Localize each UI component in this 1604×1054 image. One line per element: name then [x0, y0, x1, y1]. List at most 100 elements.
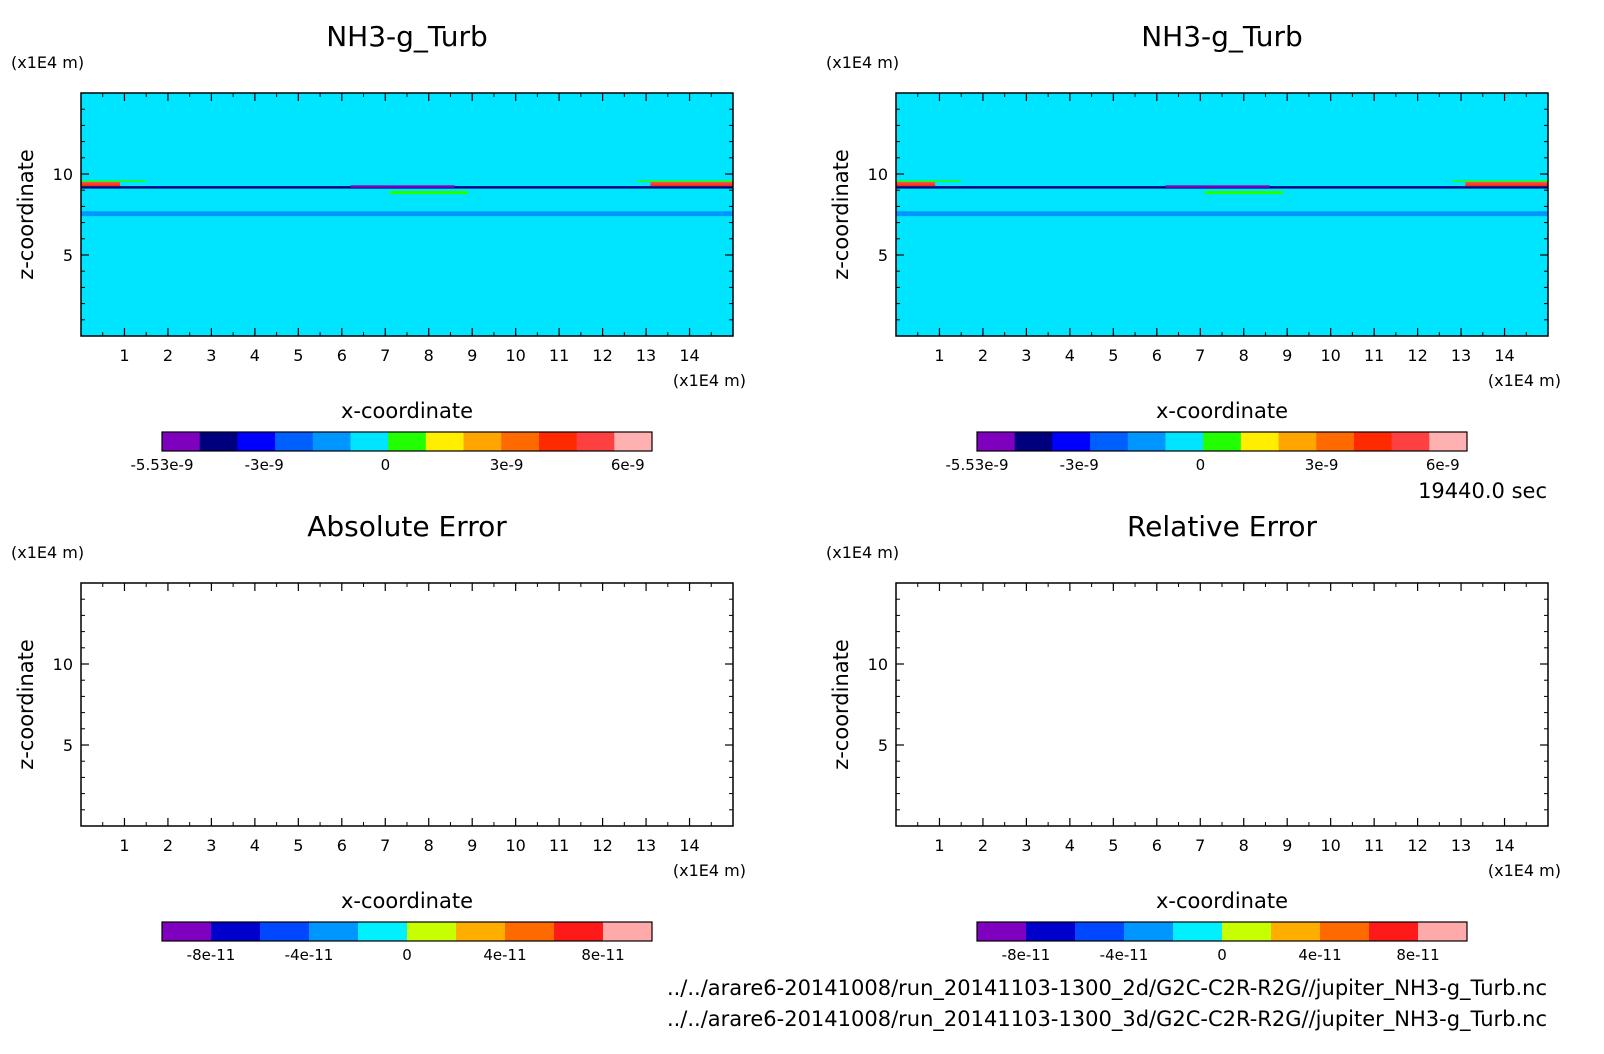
colorbar-tick-label: -5.53e-9 [946, 456, 1009, 474]
colorbar-frame [976, 921, 1468, 942]
colorbar-swatch [1165, 432, 1204, 451]
colorbar-frame [976, 431, 1468, 452]
x-tick-label: 14 [679, 346, 699, 365]
colorbar-tick-label: -8e-11 [187, 946, 236, 964]
contour-region [896, 184, 936, 187]
file-path-2: ../../arare6-20141008/run_20141103-1300_… [667, 1007, 1547, 1032]
contour-region [146, 294, 603, 300]
colorbar-swatch [501, 432, 540, 451]
colorbar-swatch [312, 432, 351, 451]
x-tick-label: 13 [1451, 346, 1471, 365]
x-unit-label: (x1E4 m) [1488, 371, 1561, 390]
colorbar-swatch [211, 922, 261, 941]
contour-region [324, 280, 507, 286]
x-tick-label: 7 [380, 836, 390, 855]
contour-region [896, 329, 1548, 334]
x-tick-label: 6 [1152, 836, 1162, 855]
x-tick-label: 13 [1451, 836, 1471, 855]
x-tick-label: 11 [1364, 346, 1384, 365]
y-tick-label: 10 [868, 655, 888, 674]
chart-title: Absolute Error [307, 510, 507, 543]
colorbar-swatch [358, 922, 408, 941]
colorbar-swatch [1127, 432, 1166, 451]
x-tick-label: 3 [1021, 836, 1031, 855]
x-tick-label: 11 [549, 836, 569, 855]
file-path-1: ../../arare6-20141008/run_20141103-1300_… [667, 976, 1547, 1001]
colorbar-swatch [1026, 922, 1076, 941]
colorbar-swatch [1240, 432, 1280, 451]
contour-region [1165, 185, 1270, 188]
y-axis-label: z-coordinate [829, 149, 853, 280]
y-unit-label: (x1E4 m) [826, 543, 899, 562]
colorbar-tick-label: 4e-11 [1298, 946, 1341, 964]
contour-region [896, 308, 1548, 313]
colorbar-swatch [162, 432, 201, 451]
contour-region [1356, 237, 1375, 241]
colorbar-swatch [554, 922, 604, 941]
colorbar-swatch [388, 432, 427, 451]
colorbar-tick-label: -4e-11 [285, 946, 334, 964]
x-tick-label: 14 [679, 836, 699, 855]
x-tick-label: 12 [1407, 346, 1427, 365]
x-tick-label: 1 [934, 346, 944, 365]
x-tick-label: 5 [1108, 346, 1118, 365]
x-tick-label: 4 [250, 836, 260, 855]
y-unit-label: (x1E4 m) [11, 53, 84, 72]
x-tick-label: 10 [505, 836, 525, 855]
x-tick-label: 6 [337, 346, 347, 365]
contour-region [896, 211, 1548, 217]
colorbar-tick-label: 0 [1217, 946, 1227, 964]
x-tick-label: 5 [293, 346, 303, 365]
x-tick-label: 3 [206, 836, 216, 855]
x-tick-label: 8 [424, 836, 434, 855]
colorbar-tick-label: -5.53e-9 [131, 456, 194, 474]
colorbar-tick-label: 3e-9 [490, 456, 524, 474]
colorbar-swatch [1222, 922, 1272, 941]
contour-region [350, 185, 455, 188]
y-tick-label: 5 [878, 736, 888, 755]
colorbar-swatch [977, 432, 1016, 451]
x-tick-label: 10 [1320, 346, 1340, 365]
contour-region [896, 180, 962, 183]
x-tick-label: 5 [293, 836, 303, 855]
colorbar-swatch [350, 432, 389, 451]
contour-region [81, 318, 733, 324]
contour-region [1465, 184, 1548, 187]
contour-region [81, 181, 733, 187]
contour-region [1395, 237, 1414, 241]
contour-region [81, 184, 121, 187]
colorbar-swatch [463, 432, 502, 451]
y-axis-label: z-coordinate [14, 639, 38, 770]
x-tick-label: 1 [119, 836, 129, 855]
contour-region [541, 237, 560, 241]
colorbar-swatch [603, 922, 653, 941]
contour-region [961, 294, 1418, 300]
colorbar-swatch [1203, 432, 1242, 451]
colorbar-tick-label: 6e-9 [1426, 456, 1460, 474]
x-tick-label: 12 [592, 836, 612, 855]
contour-region [1191, 221, 1244, 226]
contour-region [896, 182, 936, 185]
x-tick-label: 4 [1065, 836, 1075, 855]
y-tick-label: 5 [63, 736, 73, 755]
x-tick-label: 11 [1364, 836, 1384, 855]
x-tick-label: 9 [1282, 836, 1292, 855]
colorbar-tick-label: 6e-9 [611, 456, 645, 474]
contour-region [896, 318, 1548, 324]
x-unit-label: (x1E4 m) [673, 861, 746, 880]
contour-region [81, 180, 147, 183]
y-axis-label: z-coordinate [829, 639, 853, 770]
contour-region [896, 144, 1548, 153]
colorbar-swatch [199, 432, 238, 451]
contour-region [81, 329, 733, 334]
chart-title: NH3-g_Turb [1141, 20, 1303, 53]
colorbar-swatch [407, 922, 457, 941]
colorbar-swatch [237, 432, 276, 451]
contour-region [259, 237, 277, 241]
x-axis-label: x-coordinate [1156, 889, 1288, 913]
colorbar-swatch [1278, 432, 1317, 451]
x-unit-label: (x1E4 m) [1488, 861, 1561, 880]
colorbar-tick-label: 0 [381, 456, 391, 474]
contour-region [376, 221, 429, 226]
colorbar-tick-label: 3e-9 [1305, 456, 1339, 474]
